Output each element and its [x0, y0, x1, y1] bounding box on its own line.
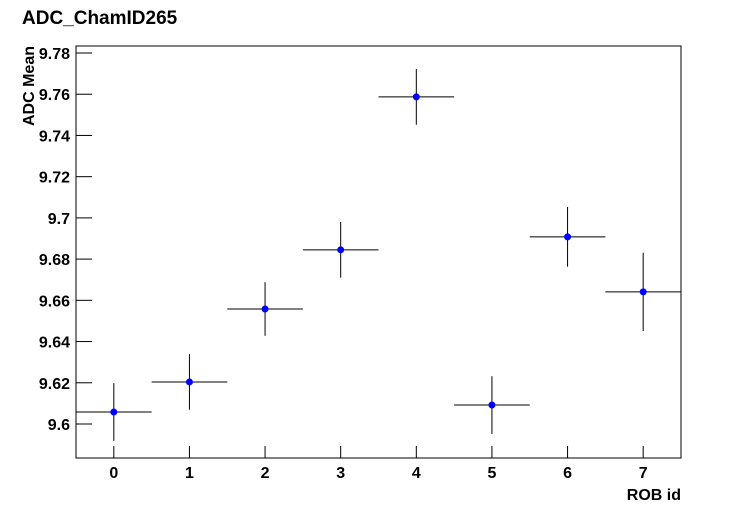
y-tick-label: 9.72: [39, 170, 70, 187]
x-tick-label: 2: [261, 465, 270, 482]
y-axis-label: ADC Mean: [21, 46, 38, 126]
x-tick-label: 6: [563, 465, 572, 482]
y-tick-label: 9.6: [48, 417, 70, 434]
data-point: [488, 401, 496, 409]
y-tick-label: 9.68: [39, 252, 70, 269]
data-point: [185, 378, 193, 386]
data-point: [564, 233, 572, 241]
data-point: [261, 305, 269, 313]
x-tick-label: 4: [412, 465, 421, 482]
y-tick-label: 9.74: [39, 128, 70, 145]
data-point: [412, 93, 420, 101]
y-tick-label: 9.78: [39, 46, 70, 63]
x-axis-label: ROB id: [627, 487, 681, 504]
x-tick-label: 0: [109, 465, 118, 482]
y-tick-label: 9.62: [39, 376, 70, 393]
y-tick-label: 9.64: [39, 335, 70, 352]
y-tick-label: 9.66: [39, 293, 70, 310]
y-tick-label: 9.7: [48, 211, 70, 228]
plot-frame: [75, 45, 682, 459]
x-tick-label: 5: [487, 465, 496, 482]
chart-title: ADC_ChamID265: [22, 8, 178, 29]
data-point: [110, 408, 118, 416]
x-tick-label: 7: [639, 465, 648, 482]
data-point: [337, 246, 345, 254]
x-tick-label: 3: [336, 465, 345, 482]
x-tick-label: 1: [185, 465, 194, 482]
data-point: [639, 288, 647, 296]
y-tick-label: 9.76: [39, 87, 70, 104]
